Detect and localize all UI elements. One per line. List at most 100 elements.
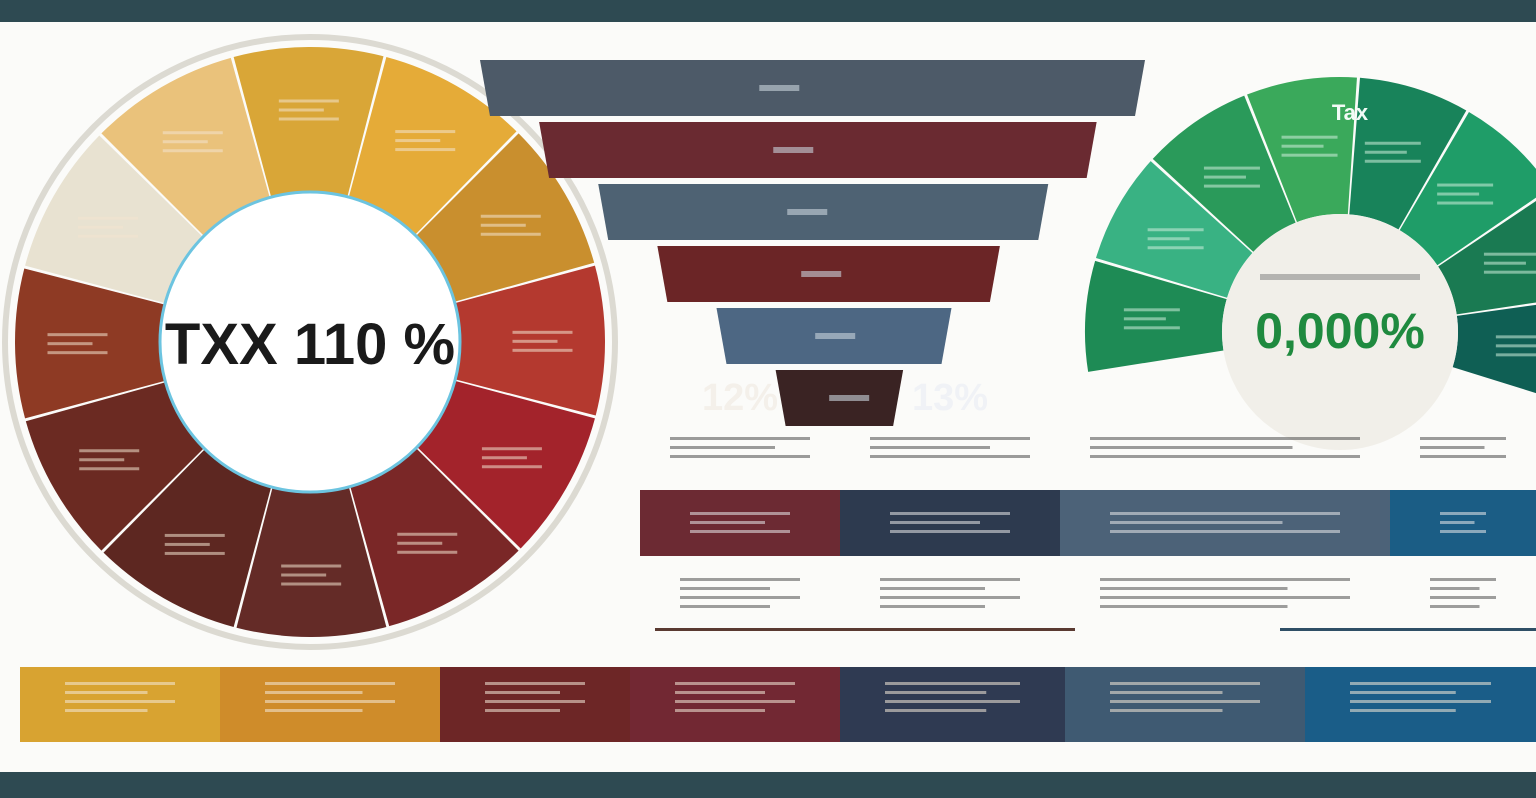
table-desc-line (880, 578, 1020, 581)
right-donut-slice-label (1203, 166, 1260, 188)
left-donut-slice-label-line (397, 532, 458, 536)
footer-strip-text-line (65, 709, 148, 712)
table-cell-text-line (690, 521, 765, 524)
footer-strip-text-line (1350, 709, 1456, 712)
table-desc-line (1430, 596, 1496, 599)
left-donut-slice-label-line (395, 139, 441, 143)
right-donut-slice-label (1281, 135, 1338, 157)
footer-strip-text-line (265, 709, 363, 712)
left-donut-slice-label-line (162, 149, 223, 153)
footer-strip-text-line (65, 682, 175, 685)
footer-strip-text-line (485, 691, 560, 694)
right-donut-slice (1349, 77, 1467, 230)
left-donut-slice (103, 449, 272, 627)
footer-strip-text-line (885, 691, 987, 694)
footer-strip-text-line (885, 700, 1020, 703)
left-donut-slice-label-line (47, 342, 93, 346)
left-donut-slice-label-line (397, 541, 443, 545)
footer-strip (20, 667, 1536, 742)
right-donut-slice-label-line (1147, 237, 1190, 241)
right-donut-slice (1152, 95, 1296, 252)
right-donut-slice-label-line (1437, 183, 1494, 187)
table-cell-text-line (690, 512, 790, 515)
table-note-line (670, 437, 810, 440)
footer-strip-cell (630, 667, 840, 742)
left-donut-slice-label-line (164, 533, 225, 537)
table-note-line (670, 455, 810, 458)
right-donut-slice-label-line (1203, 166, 1260, 170)
table-underline (1280, 628, 1536, 631)
left-donut-slice-label-line (395, 130, 456, 134)
left-donut-slice (236, 486, 387, 637)
left-donut-slice-label-line (78, 216, 139, 220)
left-donut-slice-label-line (281, 573, 327, 577)
table-desc-line (1430, 605, 1480, 608)
footer-strip-text-line (1110, 709, 1223, 712)
table-cell-text-line (690, 530, 790, 533)
footer-strip-text-line (485, 709, 560, 712)
left-donut-slice-label-line (164, 542, 210, 546)
table-cell-text-line (1440, 530, 1486, 533)
table-cell-text-line (1440, 521, 1475, 524)
right-donut-slice-label (1437, 183, 1494, 205)
footer-strip-text-line (1350, 691, 1456, 694)
left-donut-slice-label-line (480, 232, 541, 236)
left-donut-slice-label (512, 330, 573, 352)
table-cell-text-line (1440, 512, 1486, 515)
right-donut-slice-label-line (1364, 141, 1421, 145)
left-donut-slice-label-line (481, 447, 542, 451)
right-donut-slice-label-line (1281, 135, 1338, 139)
table-desc-line (1100, 578, 1350, 581)
right-donut-slice-label (1364, 141, 1421, 163)
table-cell-text-line (890, 512, 1010, 515)
left-donut-slice-label (47, 333, 108, 355)
footer-strip-text-line (885, 709, 987, 712)
funnel-bar-label-mark (829, 395, 870, 401)
footer-strip-cell (220, 667, 440, 742)
right-donut-slice-label (1495, 335, 1536, 357)
footer-strip-cell (1305, 667, 1536, 742)
right-donut-slice-label-line (1123, 308, 1180, 312)
left-donut-slice (417, 380, 595, 549)
right-donut-slice-label-line (1281, 153, 1338, 157)
footer-strip-text-line (65, 691, 148, 694)
left-donut-slice-label-line (78, 234, 139, 238)
table-desc-line (1100, 596, 1350, 599)
left-donut-slice-label-line (278, 117, 339, 121)
right-donut-segment-title: Tax (1332, 100, 1369, 125)
left-donut-slice-label-line (162, 140, 208, 144)
left-donut-slice-label-line (79, 467, 140, 471)
left-donut-slice-label-line (281, 564, 342, 568)
left-donut-slice-label-line (480, 214, 541, 218)
table-underline (655, 628, 1075, 631)
table-desc-line (880, 596, 1020, 599)
footer-strip-text-line (65, 700, 175, 703)
funnel-callout-label: 12% (702, 377, 778, 419)
footer-strip-text-line (265, 682, 395, 685)
funnel-bar-label-mark (759, 85, 800, 91)
left-donut-slice-label (162, 131, 223, 153)
table-note-line (1090, 437, 1360, 440)
table-cell-text-line (1110, 512, 1340, 515)
left-donut-slice (101, 57, 270, 236)
table-desc-line (1100, 587, 1288, 590)
table-note-line (670, 446, 775, 449)
left-donut-slice (350, 448, 519, 627)
funnel-bar (539, 122, 1097, 178)
right-donut-slice-label-line (1495, 344, 1536, 348)
left-donut-slice-label (480, 214, 541, 236)
table-desc-line (1430, 587, 1480, 590)
table-note-line (870, 446, 990, 449)
right-donut-slice-label-line (1364, 159, 1421, 163)
left-donut-slice (25, 382, 204, 551)
left-donut-slice-label-line (162, 131, 223, 135)
table-note-line (870, 437, 1030, 440)
table-note-line (1420, 455, 1506, 458)
left-donut-slice-label-line (395, 148, 456, 152)
left-donut-slice-label-line (512, 348, 573, 352)
left-donut-outer-ring (2, 34, 618, 650)
left-donut-slice-label-line (278, 99, 339, 103)
left-donut-slice-label (78, 216, 139, 238)
footer-strip-text-line (885, 682, 1020, 685)
table-desc-line (680, 587, 770, 590)
